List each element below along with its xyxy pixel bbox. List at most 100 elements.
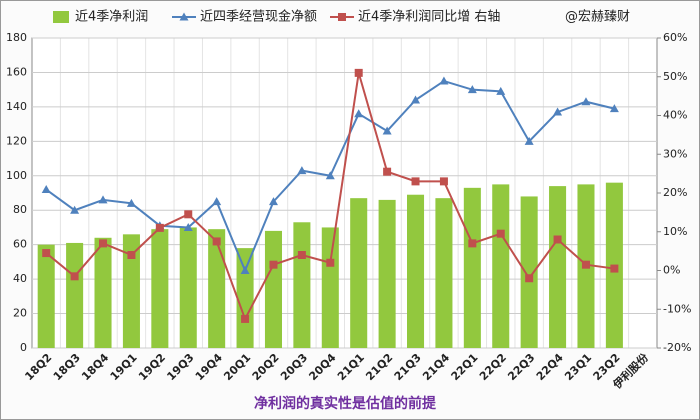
legend-label: 近4季净利润同比增 右轴 (358, 10, 500, 25)
marker (183, 222, 193, 231)
bar (264, 230, 282, 348)
marker (553, 107, 563, 116)
marker (467, 85, 477, 94)
y2-tick-label: -20% (663, 341, 691, 354)
y-tick-label: 20 (13, 307, 27, 320)
bar (463, 187, 481, 348)
legend-label: 近4季净利润 (75, 10, 148, 25)
bar (378, 199, 396, 348)
marker (610, 264, 619, 273)
marker (525, 274, 534, 283)
bar (407, 194, 425, 348)
legend-swatch (53, 11, 69, 23)
marker (326, 258, 335, 267)
bar (435, 198, 453, 348)
chart-title: 净利润的真实性是估值的前提 (254, 395, 437, 412)
y-tick-label: 160 (6, 65, 27, 78)
marker (70, 272, 79, 281)
legend-marker (179, 12, 189, 21)
x-tick-label: 18Q2 (22, 351, 54, 383)
x-tick-label: 20Q4 (306, 351, 338, 383)
y-tick-label: 180 (6, 31, 27, 44)
marker (468, 239, 477, 248)
x-tick-label: 19Q4 (193, 351, 225, 383)
bar (293, 222, 311, 348)
x-tick-label: 22Q2 (477, 351, 509, 383)
annotation: @宏赫臻财 (565, 10, 630, 25)
x-tick-label: 21Q1 (335, 351, 367, 383)
marker (439, 177, 448, 186)
marker (241, 314, 250, 323)
x-tick-label: 21Q2 (363, 351, 395, 383)
marker (411, 177, 420, 186)
marker (354, 68, 363, 77)
bar (179, 227, 197, 348)
y2-tick-label: 60% (663, 31, 687, 44)
x-tick-label: 18Q3 (51, 351, 83, 383)
marker (354, 109, 364, 118)
x-tick-label: 23Q1 (562, 351, 594, 383)
marker (524, 136, 534, 145)
marker (99, 239, 108, 248)
marker (42, 249, 51, 258)
x-tick-label: 18Q4 (79, 351, 111, 383)
marker (382, 126, 392, 135)
x-tick-label: 20Q3 (278, 351, 310, 383)
marker (553, 235, 562, 244)
x-tick-label: 22Q4 (534, 351, 566, 383)
x-tick-label: 19Q2 (136, 351, 168, 383)
bar (520, 196, 538, 348)
bar (66, 242, 84, 348)
y-tick-label: 0 (20, 341, 27, 354)
y2-tick-label: 30% (663, 147, 687, 160)
marker (325, 171, 335, 180)
marker (269, 260, 278, 269)
marker (212, 237, 221, 246)
x-tick-label: 19Q3 (164, 351, 196, 383)
marker (127, 251, 136, 259)
y2-tick-label: 0% (663, 264, 680, 277)
marker (240, 266, 250, 274)
y-tick-label: 100 (6, 169, 27, 182)
y-tick-label: 60 (13, 238, 27, 251)
x-tick-label: 21Q3 (392, 351, 424, 383)
y2-tick-label: 20% (663, 186, 687, 199)
marker (297, 251, 306, 259)
x-tick-label: 21Q4 (420, 351, 452, 383)
marker (41, 185, 51, 194)
y-tick-label: 80 (13, 203, 27, 216)
bar (236, 248, 254, 348)
marker (126, 198, 136, 207)
bar (208, 229, 226, 348)
bar (549, 186, 567, 348)
marker (411, 95, 421, 104)
marker (212, 197, 222, 206)
bar (94, 237, 112, 348)
marker (496, 229, 505, 238)
marker (70, 205, 80, 214)
marker (297, 166, 307, 175)
marker (581, 260, 590, 269)
x-tick-label: 19Q1 (108, 351, 140, 383)
x-tick-label: 22Q1 (449, 351, 481, 383)
legend-marker (338, 13, 346, 21)
marker (439, 76, 449, 85)
bar (321, 227, 339, 348)
y-tick-label: 140 (6, 100, 27, 113)
y-tick-label: 120 (6, 134, 27, 147)
marker (268, 197, 278, 206)
marker (383, 167, 392, 176)
x-tick-label: 22Q3 (505, 351, 537, 383)
y2-tick-label: 10% (663, 225, 687, 238)
y-tick-label: 40 (13, 272, 27, 285)
marker (98, 195, 108, 204)
bar (122, 234, 140, 348)
bar (151, 229, 169, 348)
bar (492, 184, 510, 348)
y2-tick-label: 50% (663, 70, 687, 83)
bar (350, 198, 368, 348)
x-tick-label: 20Q1 (221, 351, 253, 383)
y2-tick-label: 40% (663, 109, 687, 122)
legend-label: 近四季经营现金净额 (200, 9, 317, 25)
